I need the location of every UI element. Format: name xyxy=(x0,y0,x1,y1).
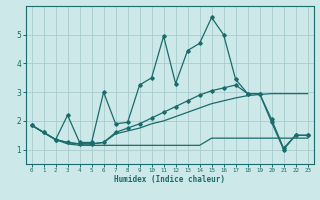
X-axis label: Humidex (Indice chaleur): Humidex (Indice chaleur) xyxy=(114,175,225,184)
